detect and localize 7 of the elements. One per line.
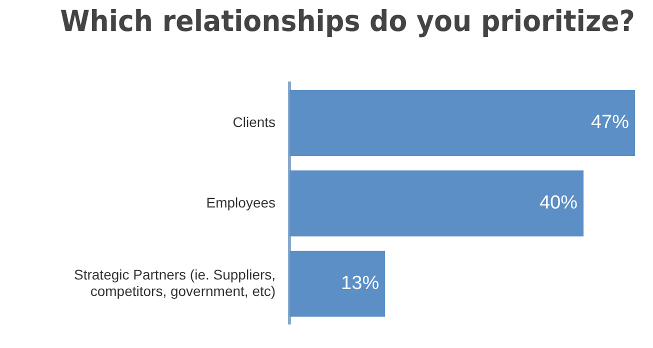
data-label: 40% <box>540 192 578 214</box>
chart-title: Which relationships do you prioritize? <box>60 4 635 38</box>
data-label: 47% <box>590 112 630 134</box>
y-tick-label: Strategic Partners (ie. Suppliers, competitors, government, etc) <box>74 266 276 300</box>
y-tick-label: Employees <box>206 194 276 210</box>
y-tick-label: Clients <box>232 114 276 130</box>
data-label: 13% <box>341 273 380 294</box>
